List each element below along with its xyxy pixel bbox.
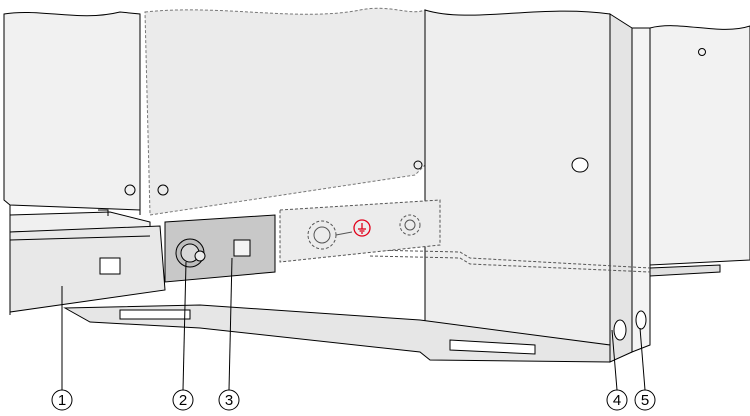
bolt-nut-icon: [175, 238, 206, 268]
callout-5-label: 5: [641, 392, 649, 409]
grounding-plate: [164, 214, 276, 283]
callout-3: 3: [218, 389, 240, 411]
callout-1-label: 1: [58, 392, 66, 409]
right-cabinet-side: [424, 9, 750, 363]
callout-4-label: 4: [613, 392, 621, 409]
hidden-ground-rail: [369, 249, 651, 273]
mounting-rail: [9, 209, 166, 313]
callout-4: 4: [606, 389, 628, 411]
callout-leaders: [61, 257, 646, 391]
callout-1: 1: [51, 389, 73, 411]
callout-3-label: 3: [225, 392, 233, 409]
base-plate: [63, 304, 611, 363]
callout-2-label: 2: [179, 392, 187, 409]
callout-5: 5: [634, 389, 656, 411]
callout-2: 2: [172, 389, 194, 411]
ground-symbol-icon: [353, 219, 371, 237]
rear-panel: [124, 7, 426, 216]
